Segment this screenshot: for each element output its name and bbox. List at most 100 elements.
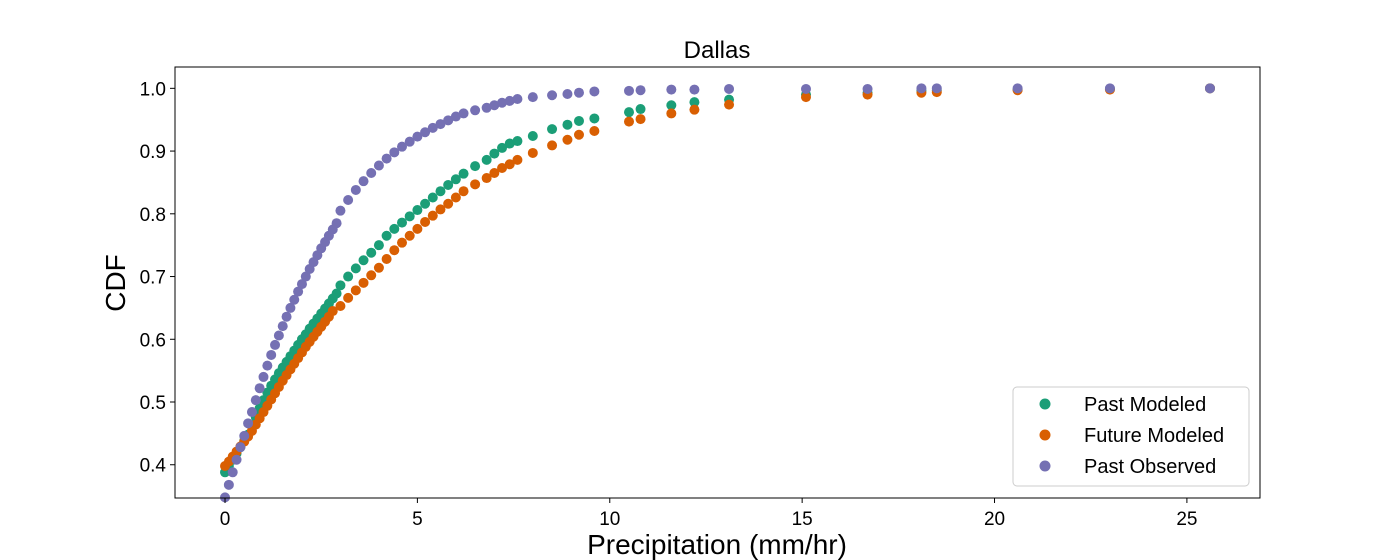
legend-label: Future Modeled	[1084, 425, 1224, 447]
data-point	[289, 294, 300, 305]
data-point	[277, 321, 288, 332]
data-point	[327, 306, 338, 317]
y-tick-label: 0.8	[140, 205, 166, 226]
x-tick-label: 10	[599, 509, 620, 530]
data-point	[427, 122, 438, 133]
data-point	[589, 125, 600, 136]
y-tick-label: 1.0	[140, 79, 166, 100]
data-point	[350, 184, 361, 195]
data-point	[243, 418, 254, 429]
data-point	[381, 230, 392, 241]
data-point	[450, 174, 461, 185]
data-point	[366, 247, 377, 258]
data-point	[266, 349, 277, 360]
data-point	[397, 237, 408, 248]
data-point	[624, 107, 635, 118]
data-point	[397, 141, 408, 152]
data-point	[227, 467, 238, 478]
x-tick-label: 5	[412, 509, 423, 530]
data-point	[239, 430, 250, 441]
data-point	[481, 102, 492, 113]
data-point	[335, 280, 346, 291]
data-point	[573, 129, 584, 140]
y-tick-label: 0.9	[140, 142, 166, 163]
data-point	[331, 288, 342, 299]
series-past-observed	[220, 83, 1215, 503]
data-point	[389, 245, 400, 256]
data-point	[504, 138, 515, 149]
data-point	[497, 97, 508, 108]
data-point	[220, 492, 231, 503]
data-point	[358, 176, 369, 187]
data-point	[489, 100, 500, 111]
data-point	[343, 271, 354, 282]
x-axis-label: Precipitation (mm/hr)	[587, 529, 847, 560]
data-point	[250, 395, 261, 406]
data-point	[724, 99, 735, 110]
data-point	[458, 168, 469, 179]
data-point	[689, 97, 700, 108]
data-point	[589, 113, 600, 124]
data-point	[435, 119, 446, 130]
data-point	[458, 186, 469, 197]
data-point	[373, 262, 384, 273]
legend-label: Past Observed	[1084, 456, 1216, 478]
data-point	[404, 211, 415, 222]
data-point	[435, 204, 446, 215]
data-point	[343, 292, 354, 303]
data-point	[1012, 83, 1023, 94]
data-point	[481, 173, 492, 184]
data-point	[497, 142, 508, 153]
data-point	[443, 198, 454, 209]
data-point	[343, 195, 354, 206]
data-point	[547, 140, 558, 151]
data-point	[281, 311, 292, 322]
data-point	[223, 479, 234, 490]
data-point	[331, 218, 342, 229]
data-point	[470, 105, 481, 116]
data-point	[296, 279, 307, 290]
data-point	[573, 87, 584, 98]
x-tick-label: 20	[984, 509, 1005, 530]
data-point	[404, 230, 415, 241]
y-axis-label: CDF	[100, 254, 131, 312]
data-point	[666, 84, 677, 95]
data-point	[373, 160, 384, 171]
x-tick-label: 25	[1176, 509, 1197, 530]
legend-label: Past Modeled	[1084, 394, 1206, 416]
data-point	[562, 119, 573, 130]
data-point	[412, 131, 423, 142]
data-point	[666, 108, 677, 119]
data-point	[335, 205, 346, 216]
data-point	[350, 263, 361, 274]
data-point	[285, 302, 296, 313]
data-point	[412, 223, 423, 234]
data-point	[350, 285, 361, 296]
data-point	[589, 86, 600, 97]
data-point	[450, 111, 461, 122]
data-point	[427, 210, 438, 221]
data-point	[527, 92, 538, 103]
data-point	[527, 131, 538, 142]
data-point	[231, 454, 242, 465]
data-point	[435, 186, 446, 197]
legend-marker	[1039, 398, 1051, 410]
data-point	[689, 104, 700, 115]
data-point	[573, 115, 584, 126]
data-point	[389, 223, 400, 234]
data-point	[512, 154, 523, 165]
data-point	[562, 134, 573, 145]
data-point	[916, 83, 927, 94]
data-point	[512, 93, 523, 104]
data-point	[358, 277, 369, 288]
data-point	[489, 168, 500, 179]
data-point	[635, 85, 646, 96]
data-point	[420, 127, 431, 138]
data-point	[389, 147, 400, 158]
data-point	[1104, 83, 1115, 94]
data-point	[397, 217, 408, 228]
data-point	[562, 88, 573, 99]
data-point	[404, 136, 415, 147]
data-point	[635, 114, 646, 125]
x-axis-ticks: 0 5 10 15 20 25	[220, 498, 1197, 530]
